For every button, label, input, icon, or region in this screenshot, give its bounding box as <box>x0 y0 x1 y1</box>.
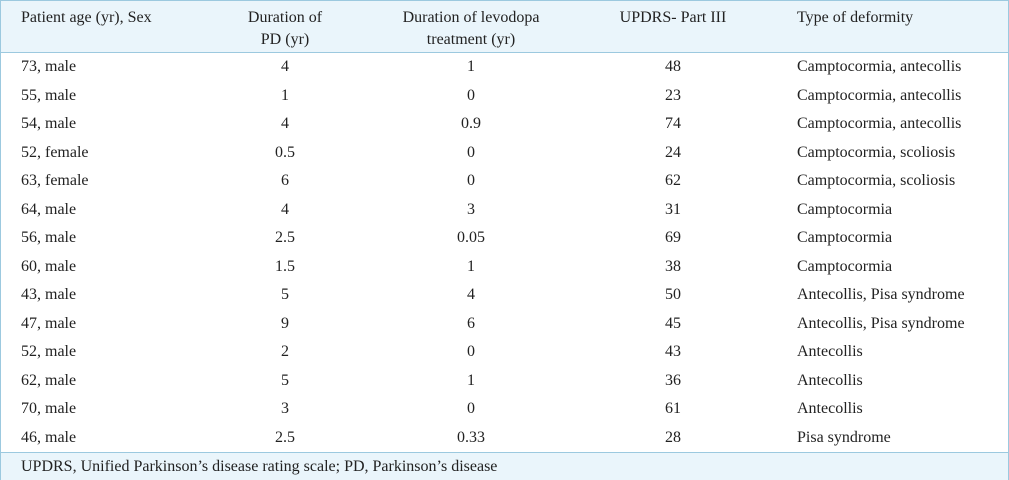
cell-duration-levodopa: 4 <box>467 286 475 303</box>
cell-duration-levodopa: 0 <box>467 172 475 189</box>
table-row: 46, male 2.5 0.33 28 Pisa syndrome <box>1 424 1008 453</box>
cell-duration-levodopa: 0 <box>467 143 475 161</box>
cell-duration-pd: 0.5 <box>275 143 295 161</box>
cell-duration-levodopa: 0 <box>467 86 475 104</box>
cell-updrs: 69 <box>665 229 681 246</box>
cell-age-sex: 46, male <box>21 428 77 446</box>
cell-updrs: 36 <box>665 371 681 389</box>
table-row: 52, male 2 0 43 Antecollis <box>1 338 1008 367</box>
table-row: 47, male 9 6 45 Antecollis, Pisa syndrome <box>1 310 1008 339</box>
cell-duration-pd: 2 <box>281 343 289 360</box>
cell-updrs: 48 <box>665 58 681 75</box>
cell-duration-levodopa: 1 <box>467 371 475 389</box>
cell-deformity: Camptocormia <box>797 257 893 275</box>
cell-age-sex: 73, male <box>21 58 77 75</box>
cell-duration-pd: 4 <box>281 200 289 218</box>
table-row: 63, female 6 0 62 Camptocormia, scoliosis <box>1 167 1008 196</box>
cell-duration-pd: 4 <box>281 115 289 132</box>
header-duration-levodopa: Duration of levodopa treatment (yr) <box>371 7 571 51</box>
cell-deformity: Camptocormia, antecollis <box>797 58 962 75</box>
cell-updrs: 62 <box>665 172 681 189</box>
cell-updrs: 23 <box>665 86 681 104</box>
cell-deformity: Camptocormia, antecollis <box>797 86 962 104</box>
cell-deformity: Antecollis <box>797 371 863 389</box>
cell-duration-pd: 1.5 <box>275 257 295 275</box>
cell-deformity: Camptocormia, scoliosis <box>797 143 956 161</box>
header-duration-pd-line2: PD (yr) <box>260 31 310 48</box>
cell-updrs: 43 <box>665 343 681 360</box>
cell-updrs: 45 <box>665 314 681 332</box>
table-row: 73, male 4 1 48 Camptocormia, antecollis <box>1 53 1008 82</box>
cell-duration-levodopa: 0.33 <box>457 428 485 446</box>
cell-age-sex: 60, male <box>21 257 77 275</box>
table-row: 54, male 4 0.9 74 Camptocormia, antecollis <box>1 110 1008 139</box>
cell-deformity: Antecollis, Pisa syndrome <box>797 314 965 332</box>
table-row: 70, male 3 0 61 Antecollis <box>1 395 1008 424</box>
header-deformity: Type of deformity <box>797 9 914 26</box>
header-age-sex: Patient age (yr), Sex <box>21 9 152 26</box>
cell-age-sex: 54, male <box>21 115 77 132</box>
cell-deformity: Antecollis <box>797 400 863 417</box>
cell-age-sex: 52, male <box>21 343 77 360</box>
cell-duration-levodopa: 6 <box>467 314 475 332</box>
table-row: 62, male 5 1 36 Antecollis <box>1 367 1008 396</box>
cell-duration-levodopa: 1 <box>467 257 475 275</box>
header-duration-levodopa-line2: treatment (yr) <box>426 31 516 48</box>
cell-duration-levodopa: 0 <box>467 400 475 417</box>
cell-deformity: Pisa syndrome <box>797 428 891 446</box>
table-row: 52, female 0.5 0 24 Camptocormia, scoliosis <box>1 139 1008 168</box>
table-row: 55, male 1 0 23 Camptocormia, antecollis <box>1 82 1008 111</box>
cell-deformity: Camptocormia <box>797 200 893 218</box>
cell-duration-pd: 2.5 <box>275 428 295 446</box>
cell-updrs: 50 <box>665 286 681 303</box>
cell-deformity: Antecollis <box>797 343 863 360</box>
cell-updrs: 24 <box>665 143 681 161</box>
cell-deformity: Camptocormia, scoliosis <box>797 172 956 189</box>
table-row: 56, male 2.5 0.05 69 Camptocormia <box>1 224 1008 253</box>
cell-deformity: Camptocormia, antecollis <box>797 115 962 132</box>
cell-age-sex: 63, female <box>21 172 89 189</box>
cell-age-sex: 55, male <box>21 86 77 104</box>
cell-updrs: 74 <box>665 115 681 132</box>
cell-duration-pd: 3 <box>281 400 289 417</box>
header-duration-levodopa-line1: Duration of levodopa <box>402 9 540 26</box>
cell-duration-pd: 5 <box>281 371 289 389</box>
cell-duration-levodopa: 0 <box>467 343 475 360</box>
table-footnote: UPDRS, Unified Parkinson’s disease ratin… <box>21 458 498 475</box>
header-duration-pd: Duration of PD (yr) <box>201 7 369 51</box>
cell-updrs: 38 <box>665 257 681 275</box>
cell-duration-pd: 4 <box>281 58 289 75</box>
cell-deformity: Antecollis, Pisa syndrome <box>797 286 965 303</box>
table-row: 60, male 1.5 1 38 Camptocormia <box>1 253 1008 282</box>
header-duration-pd-line1: Duration of <box>247 9 323 26</box>
cell-duration-levodopa: 1 <box>467 58 475 75</box>
table-body: 73, male 4 1 48 Camptocormia, antecollis 55, … <box>1 53 1008 452</box>
table-row: 64, male 4 3 31 Camptocormia <box>1 196 1008 225</box>
cell-duration-pd: 9 <box>281 314 289 332</box>
cell-age-sex: 43, male <box>21 286 77 303</box>
cell-duration-pd: 6 <box>281 172 289 189</box>
cell-duration-pd: 2.5 <box>275 229 295 246</box>
cell-duration-pd: 5 <box>281 286 289 303</box>
cell-duration-levodopa: 3 <box>467 200 475 218</box>
table-row: 43, male 5 4 50 Antecollis, Pisa syndrome <box>1 281 1008 310</box>
cell-deformity: Camptocormia <box>797 229 893 246</box>
table-footnote-row: UPDRS, Unified Parkinson’s disease ratin… <box>1 452 1008 480</box>
header-updrs: UPDRS- Part III <box>619 9 727 26</box>
cell-age-sex: 56, male <box>21 229 77 246</box>
cell-age-sex: 64, male <box>21 200 77 218</box>
cell-updrs: 28 <box>665 428 681 446</box>
cell-duration-levodopa: 0.05 <box>457 229 485 246</box>
cell-duration-levodopa: 0.9 <box>461 115 481 132</box>
cell-age-sex: 47, male <box>21 314 77 332</box>
cell-age-sex: 52, female <box>21 143 89 161</box>
cell-age-sex: 70, male <box>21 400 77 417</box>
cell-duration-pd: 1 <box>281 86 289 104</box>
cell-updrs: 31 <box>665 200 681 218</box>
cell-age-sex: 62, male <box>21 371 77 389</box>
cell-updrs: 61 <box>665 400 681 417</box>
table-header: Patient age (yr), Sex Duration of PD (yr… <box>1 1 1008 53</box>
